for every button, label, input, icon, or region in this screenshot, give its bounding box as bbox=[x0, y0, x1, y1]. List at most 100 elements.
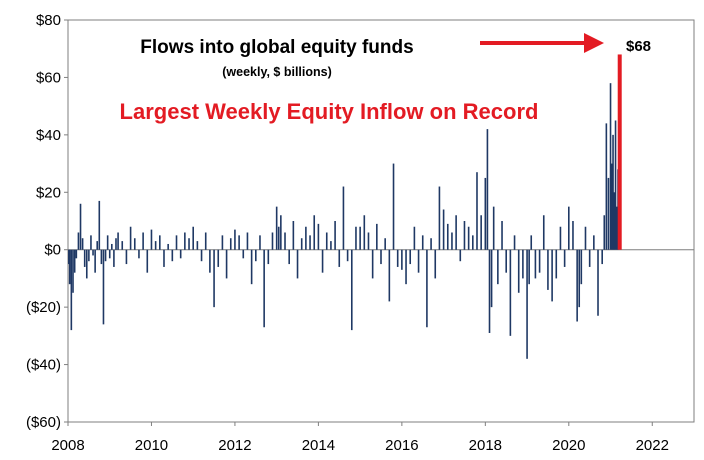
bar bbox=[401, 249, 403, 270]
y-tick-label: ($60) bbox=[26, 414, 61, 431]
bar bbox=[129, 226, 132, 250]
bar bbox=[234, 229, 236, 250]
bar bbox=[209, 249, 211, 273]
bar bbox=[442, 209, 445, 250]
bar bbox=[492, 206, 495, 250]
bar bbox=[486, 129, 489, 250]
bar bbox=[434, 249, 437, 279]
bar bbox=[154, 241, 157, 250]
x-tick-label: 2012 bbox=[218, 437, 251, 454]
bar bbox=[605, 123, 608, 250]
bar bbox=[121, 241, 124, 250]
bar bbox=[229, 238, 232, 250]
bar bbox=[284, 232, 286, 250]
x-tick-label: 2020 bbox=[552, 437, 585, 454]
y-tick-label: $0 bbox=[44, 242, 61, 259]
bar bbox=[321, 249, 324, 273]
x-tick-label: 2016 bbox=[385, 437, 418, 454]
bar bbox=[572, 221, 574, 250]
bar bbox=[430, 238, 432, 250]
bar bbox=[609, 83, 612, 250]
chart-subtitle: (weekly, $ billions) bbox=[222, 65, 332, 79]
bar bbox=[538, 249, 541, 273]
bar bbox=[271, 232, 274, 250]
bar bbox=[255, 249, 257, 262]
bar bbox=[455, 215, 457, 250]
bar bbox=[159, 235, 161, 250]
plot-area-group: $80$60$40$20$0($20)($40)($60) 2008 2010 20… bbox=[26, 12, 695, 454]
bar bbox=[167, 243, 169, 250]
bar bbox=[509, 249, 512, 336]
bar bbox=[388, 249, 391, 302]
bar bbox=[484, 177, 487, 250]
x-tick-label: 2008 bbox=[51, 437, 84, 454]
bar bbox=[607, 177, 610, 250]
bar bbox=[505, 249, 507, 273]
x-tick-label: 2010 bbox=[135, 437, 168, 454]
bar bbox=[384, 238, 386, 250]
bar bbox=[90, 235, 92, 250]
bar bbox=[597, 249, 599, 316]
bar bbox=[359, 226, 361, 250]
bar bbox=[392, 163, 395, 250]
bar bbox=[613, 192, 616, 250]
bar bbox=[513, 235, 516, 250]
bar bbox=[171, 249, 174, 262]
bar bbox=[275, 206, 278, 250]
bar bbox=[309, 235, 311, 250]
bar bbox=[196, 241, 199, 250]
bar bbox=[213, 249, 215, 308]
bar bbox=[70, 249, 73, 331]
highlight-bar bbox=[617, 54, 622, 250]
bar bbox=[106, 235, 109, 250]
bar bbox=[242, 249, 245, 259]
bar bbox=[83, 249, 86, 267]
bar bbox=[528, 249, 530, 285]
bar bbox=[476, 172, 478, 250]
bar bbox=[98, 200, 101, 250]
bar bbox=[350, 249, 353, 331]
record-annotation: Largest Weekly Equity Inflow on Record bbox=[120, 99, 539, 124]
bar bbox=[88, 249, 90, 262]
bar bbox=[593, 235, 595, 250]
x-tick-label: 2014 bbox=[302, 437, 335, 454]
bar bbox=[330, 241, 332, 250]
bar bbox=[367, 232, 370, 250]
bar bbox=[305, 226, 307, 250]
bar bbox=[267, 249, 270, 265]
bar bbox=[497, 249, 499, 285]
bar bbox=[438, 186, 441, 250]
bar bbox=[142, 232, 144, 250]
bar bbox=[68, 249, 71, 285]
bar bbox=[296, 249, 299, 279]
bar bbox=[96, 241, 99, 250]
bar bbox=[559, 226, 562, 250]
callout-label: $68 bbox=[626, 38, 651, 55]
bar bbox=[79, 203, 82, 250]
bar bbox=[94, 249, 96, 273]
bar bbox=[300, 238, 303, 250]
bar bbox=[615, 206, 618, 250]
bar bbox=[409, 249, 412, 265]
x-tick-label: 2018 bbox=[469, 437, 502, 454]
bar bbox=[200, 249, 203, 262]
bar bbox=[413, 226, 416, 250]
bar bbox=[72, 249, 74, 293]
bar bbox=[288, 249, 290, 265]
bar bbox=[111, 243, 113, 250]
bar bbox=[517, 249, 520, 293]
bar bbox=[501, 221, 503, 250]
bar bbox=[68, 249, 70, 265]
bar bbox=[522, 249, 524, 279]
bar bbox=[280, 215, 282, 250]
bar bbox=[104, 249, 107, 262]
bar bbox=[371, 249, 374, 279]
bar bbox=[584, 226, 587, 250]
bar bbox=[580, 249, 583, 285]
bar bbox=[555, 249, 558, 279]
bar bbox=[115, 238, 117, 250]
bar bbox=[342, 186, 345, 250]
plot-frame bbox=[67, 19, 695, 423]
bar bbox=[150, 229, 153, 250]
bar bbox=[325, 232, 328, 250]
